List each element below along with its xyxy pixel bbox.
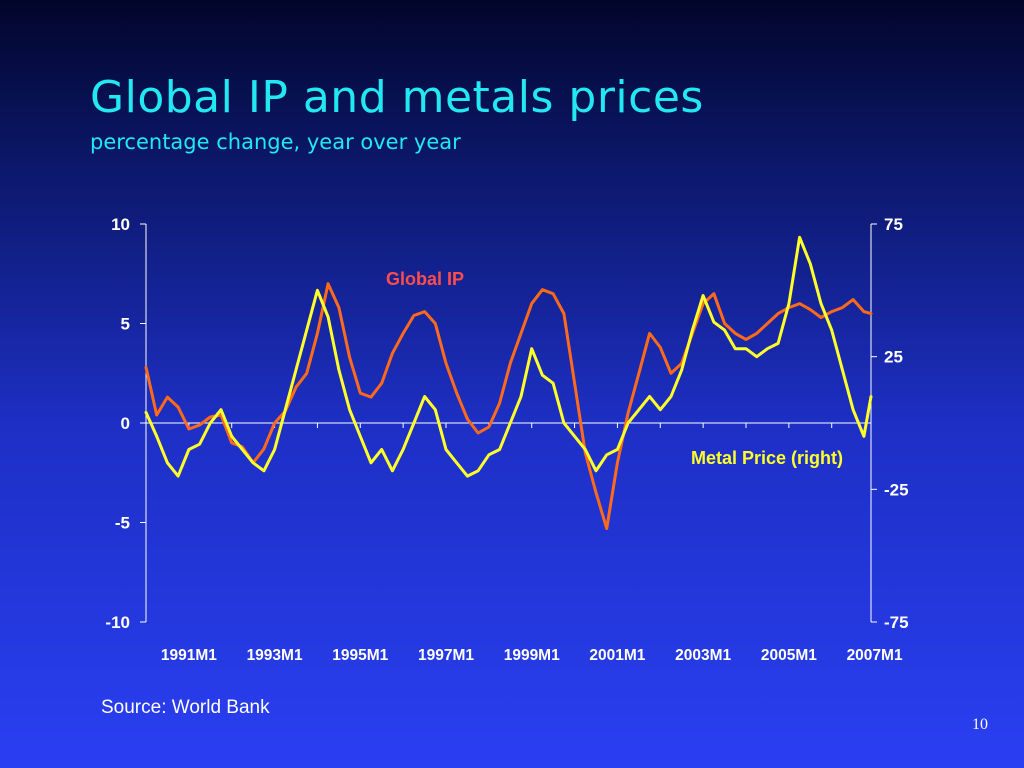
x-axis-tick-label: 1995M1: [332, 647, 388, 664]
chart-series-labels: Global IP Metal Price (right): [386, 269, 843, 468]
chart-tick-labels: 10 5 0 -5 -10 75 25 -25 -75 1991M1 1993M1 1995M1 199…: [105, 215, 908, 664]
x-axis-tick-label: 1993M1: [247, 647, 303, 664]
x-axis-tick-label: 1991M1: [161, 647, 217, 664]
x-axis-tick-label: 1997M1: [418, 647, 474, 664]
slide-title: Global IP and metals prices: [90, 72, 704, 123]
left-axis-tick-label: 10: [111, 215, 130, 234]
chart-axes: [140, 223, 877, 623]
left-axis-tick-label: -5: [115, 514, 130, 533]
x-axis-tick-label: 2003M1: [675, 647, 731, 664]
source-note: Source: World Bank: [101, 697, 270, 718]
global-ip-line: [144, 282, 873, 530]
slide-subtitle: percentage change, year over year: [90, 130, 461, 154]
page-number: 10: [972, 716, 988, 733]
right-axis-tick-label: 75: [884, 215, 903, 234]
x-axis-tick-label: 2001M1: [589, 647, 645, 664]
left-axis-tick-label: -10: [105, 613, 130, 632]
x-axis-tick-label: 1999M1: [504, 647, 560, 664]
x-axis-tick-label: 2005M1: [761, 647, 817, 664]
metal-price-label: Metal Price (right): [691, 448, 843, 468]
chart-series: [144, 235, 873, 530]
right-axis-tick-label: -25: [884, 480, 909, 499]
global-ip-label: Global IP: [386, 269, 464, 289]
metal-price-line: [144, 235, 873, 478]
x-axis-tick-label: 2007M1: [847, 647, 903, 664]
left-axis-tick-label: 5: [121, 315, 130, 334]
left-axis-tick-label: 0: [121, 414, 130, 433]
right-axis-tick-label: -75: [884, 613, 909, 632]
right-axis-tick-label: 25: [884, 348, 903, 367]
